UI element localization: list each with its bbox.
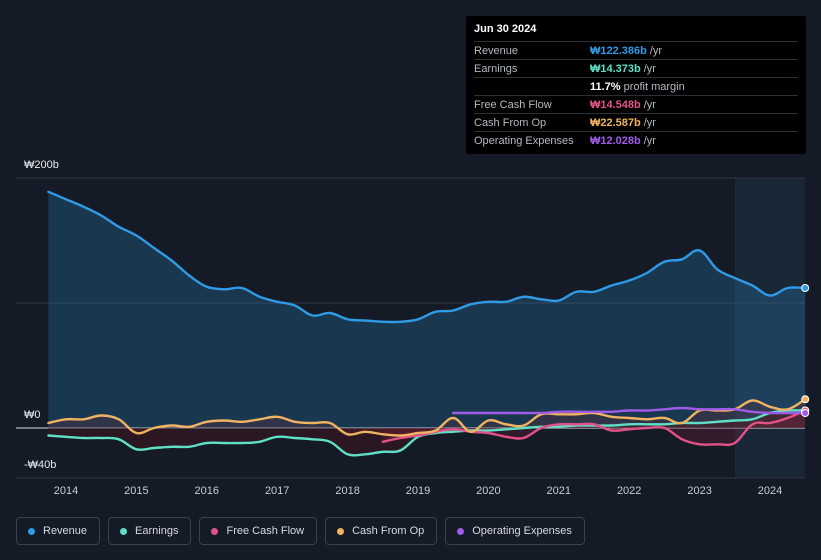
- legend-label: Operating Expenses: [472, 525, 572, 537]
- tooltip-row-label: Earnings: [474, 62, 518, 75]
- tooltip-row-value: ₩122.386b: [590, 44, 647, 57]
- legend-item-operating-expenses[interactable]: Operating Expenses: [445, 517, 585, 545]
- x-tick-label: 2024: [757, 485, 783, 497]
- tooltip-row-label: Cash From Op: [474, 116, 547, 129]
- cash-from-op-end-marker: [801, 395, 810, 404]
- legend-label: Revenue: [43, 525, 88, 537]
- legend-item-cash-from-op[interactable]: Cash From Op: [325, 517, 438, 545]
- tooltip-row-label: Revenue: [474, 44, 519, 57]
- chart-legend: Revenue Earnings Free Cash Flow Cash From O…: [16, 517, 585, 545]
- tooltip-row: Cash From Op ₩22.587b/yr: [474, 114, 798, 132]
- legend-item-revenue[interactable]: Revenue: [16, 517, 101, 545]
- revenue-line: [47, 190, 807, 324]
- legend-dot-icon: [337, 527, 345, 535]
- x-tick-label: 2016: [194, 485, 220, 497]
- revenue-end-marker: [801, 284, 810, 292]
- y-tick-label-bottom: -₩40b: [24, 459, 57, 471]
- tooltip-row: Operating Expenses ₩12.028b/yr: [474, 132, 798, 149]
- x-tick-label: 2020: [476, 485, 501, 497]
- tooltip-row: Free Cash Flow ₩14.548b/yr: [474, 96, 798, 114]
- tooltip-row-unit: profit margin: [623, 80, 685, 93]
- x-tick-label: 2021: [546, 485, 572, 497]
- tooltip-row-unit: /yr: [643, 98, 656, 111]
- tooltip-row-unit: /yr: [643, 116, 656, 129]
- tooltip-row-label: Free Cash Flow: [474, 98, 552, 111]
- legend-dot-icon: [211, 527, 219, 535]
- legend-item-free-cash-flow[interactable]: Free Cash Flow: [199, 517, 318, 545]
- revenue-area: [48, 191, 806, 428]
- tooltip-row-unit: /yr: [643, 62, 656, 75]
- series-end-markers: [801, 284, 810, 417]
- tooltip-row: Earnings ₩14.373b/yr: [474, 60, 798, 78]
- x-tick-label: 2019: [405, 485, 431, 497]
- x-tick-label: 2017: [264, 485, 290, 497]
- tooltip-row-label: Operating Expenses: [474, 134, 574, 147]
- x-tick-label: 2014: [53, 485, 79, 497]
- free-cash-flow-area: [382, 410, 806, 445]
- legend-dot-icon: [120, 527, 128, 535]
- tooltip-row-value: ₩12.028b: [590, 134, 641, 147]
- x-tick-label: 2023: [687, 485, 712, 497]
- cash-from-op-line: [47, 398, 807, 437]
- tooltip-rows: Revenue ₩122.386b/yr Earnings ₩14.373b/yr 11…: [474, 42, 798, 149]
- operating-expenses-end-marker: [801, 409, 810, 417]
- legend-label: Earnings: [135, 525, 179, 537]
- data-tooltip: Jun 30 2024 Revenue ₩122.386b/yr Earnings ₩…: [466, 16, 806, 154]
- x-tick-label: 2015: [124, 485, 149, 497]
- legend-dot-icon: [457, 527, 465, 535]
- free-cash-flow-line: [381, 409, 807, 447]
- tooltip-row-unit: /yr: [643, 134, 656, 147]
- tooltip-row: Revenue ₩122.386b/yr: [474, 42, 798, 60]
- legend-label: Cash From Op: [352, 525, 425, 537]
- legend-item-earnings[interactable]: Earnings: [108, 517, 192, 545]
- y-tick-label-zero: ₩0: [24, 409, 41, 421]
- x-tick-label: 2022: [616, 485, 642, 497]
- x-tick-label: 2018: [335, 485, 360, 497]
- tooltip-row-value: ₩14.373b: [590, 62, 641, 75]
- y-tick-label-top: ₩200b: [24, 159, 59, 171]
- series-lines: [47, 190, 807, 457]
- tooltip-row-unit: /yr: [649, 44, 663, 57]
- operating-expenses-line: [452, 406, 807, 415]
- tooltip-date: Jun 30 2024: [474, 23, 798, 42]
- cash-from-op-area: [48, 399, 806, 436]
- tooltip-row-value: ₩22.587b: [590, 116, 641, 129]
- legend-dot-icon: [28, 527, 35, 535]
- tooltip-row-value: 11.7%: [590, 80, 621, 93]
- tooltip-row: 11.7% profit margin: [474, 78, 798, 96]
- tooltip-row-value: ₩14.548b: [590, 98, 641, 111]
- legend-label: Free Cash Flow: [226, 525, 305, 537]
